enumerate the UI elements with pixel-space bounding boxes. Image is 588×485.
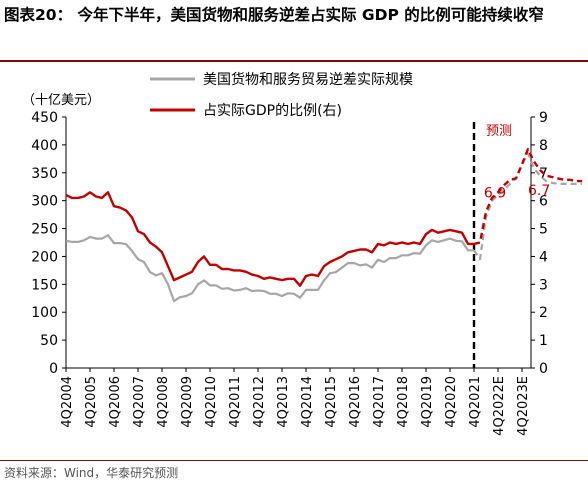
series-line-left: [65, 234, 474, 303]
annotation-label: 6.9: [484, 186, 506, 202]
x-tick-label: 4Q2016: [348, 376, 363, 428]
source-divider: [0, 460, 588, 461]
left-tick-label: 300: [31, 194, 58, 210]
right-tick-label: 5: [539, 222, 548, 238]
x-tick-label: 4Q2006: [108, 376, 123, 428]
source-note: 资料来源：Wind，华泰研究预测: [4, 466, 179, 480]
x-tick-label: 4Q2015: [324, 376, 339, 428]
left-tick-label: 200: [31, 249, 58, 265]
annotation-label: 6.7: [528, 183, 550, 199]
left-tick-label: 400: [31, 138, 58, 154]
x-tick-label: 4Q2011: [228, 376, 243, 428]
right-tick-label: 2: [539, 305, 548, 321]
left-tick-label: 450: [31, 110, 58, 126]
x-tick-label: 4Q2014: [300, 376, 315, 428]
x-tick-label: 4Q2017: [372, 376, 387, 428]
legend-label-gdp-share: 占实际GDP的比例(右): [203, 103, 342, 119]
legend-label-deficit: 美国货物和服务贸易逆差实际规模: [203, 71, 413, 88]
left-tick-label: 50: [40, 333, 58, 349]
x-tick-label: 4Q2010: [204, 376, 219, 428]
right-tick-label: 6: [539, 194, 548, 210]
x-tick-label: 4Q2005: [84, 376, 99, 428]
x-tick-label: 4Q2019: [420, 376, 435, 428]
right-tick-label: 9: [539, 110, 548, 126]
left-tick-label: 150: [31, 277, 58, 293]
right-tick-label: 8: [539, 138, 548, 154]
series-forecast-line-left: [473, 152, 582, 261]
left-axis-unit: （十亿美元）: [22, 93, 100, 108]
series-line-right: [65, 191, 474, 287]
figure-title: 图表20： 今年下半年，美国货物和服务逆差占实际 GDP 的比例可能持续收窄: [4, 6, 544, 24]
x-tick-label: 4Q2018: [396, 376, 411, 428]
x-tick-label: 4Q2013: [276, 376, 291, 428]
forecast-label: 预测: [486, 124, 512, 139]
left-tick-label: 0: [49, 361, 58, 377]
right-tick-label: 3: [539, 277, 548, 293]
trade-deficit-chart: 05010015020025030035040045001234567894Q2…: [22, 71, 582, 436]
x-tick-label: 4Q2012: [252, 376, 267, 428]
x-tick-label: 4Q2023E: [516, 376, 531, 436]
left-tick-label: 100: [31, 305, 58, 321]
title-divider: [0, 60, 588, 62]
x-tick-label: 4Q2020: [444, 376, 459, 428]
right-tick-label: 0: [539, 361, 548, 377]
x-tick-label: 4Q2009: [180, 376, 195, 428]
left-tick-label: 250: [31, 222, 58, 238]
x-tick-label: 4Q2022E: [492, 376, 507, 436]
series-forecast-line-right: [473, 147, 582, 246]
x-tick-label: 4Q2007: [132, 376, 147, 428]
x-tick-label: 4Q2008: [156, 376, 171, 428]
x-tick-label: 4Q2004: [60, 376, 75, 428]
x-tick-label: 4Q2021: [468, 376, 483, 428]
right-tick-label: 1: [539, 333, 548, 349]
right-tick-label: 4: [539, 249, 548, 265]
left-tick-label: 350: [31, 166, 58, 182]
